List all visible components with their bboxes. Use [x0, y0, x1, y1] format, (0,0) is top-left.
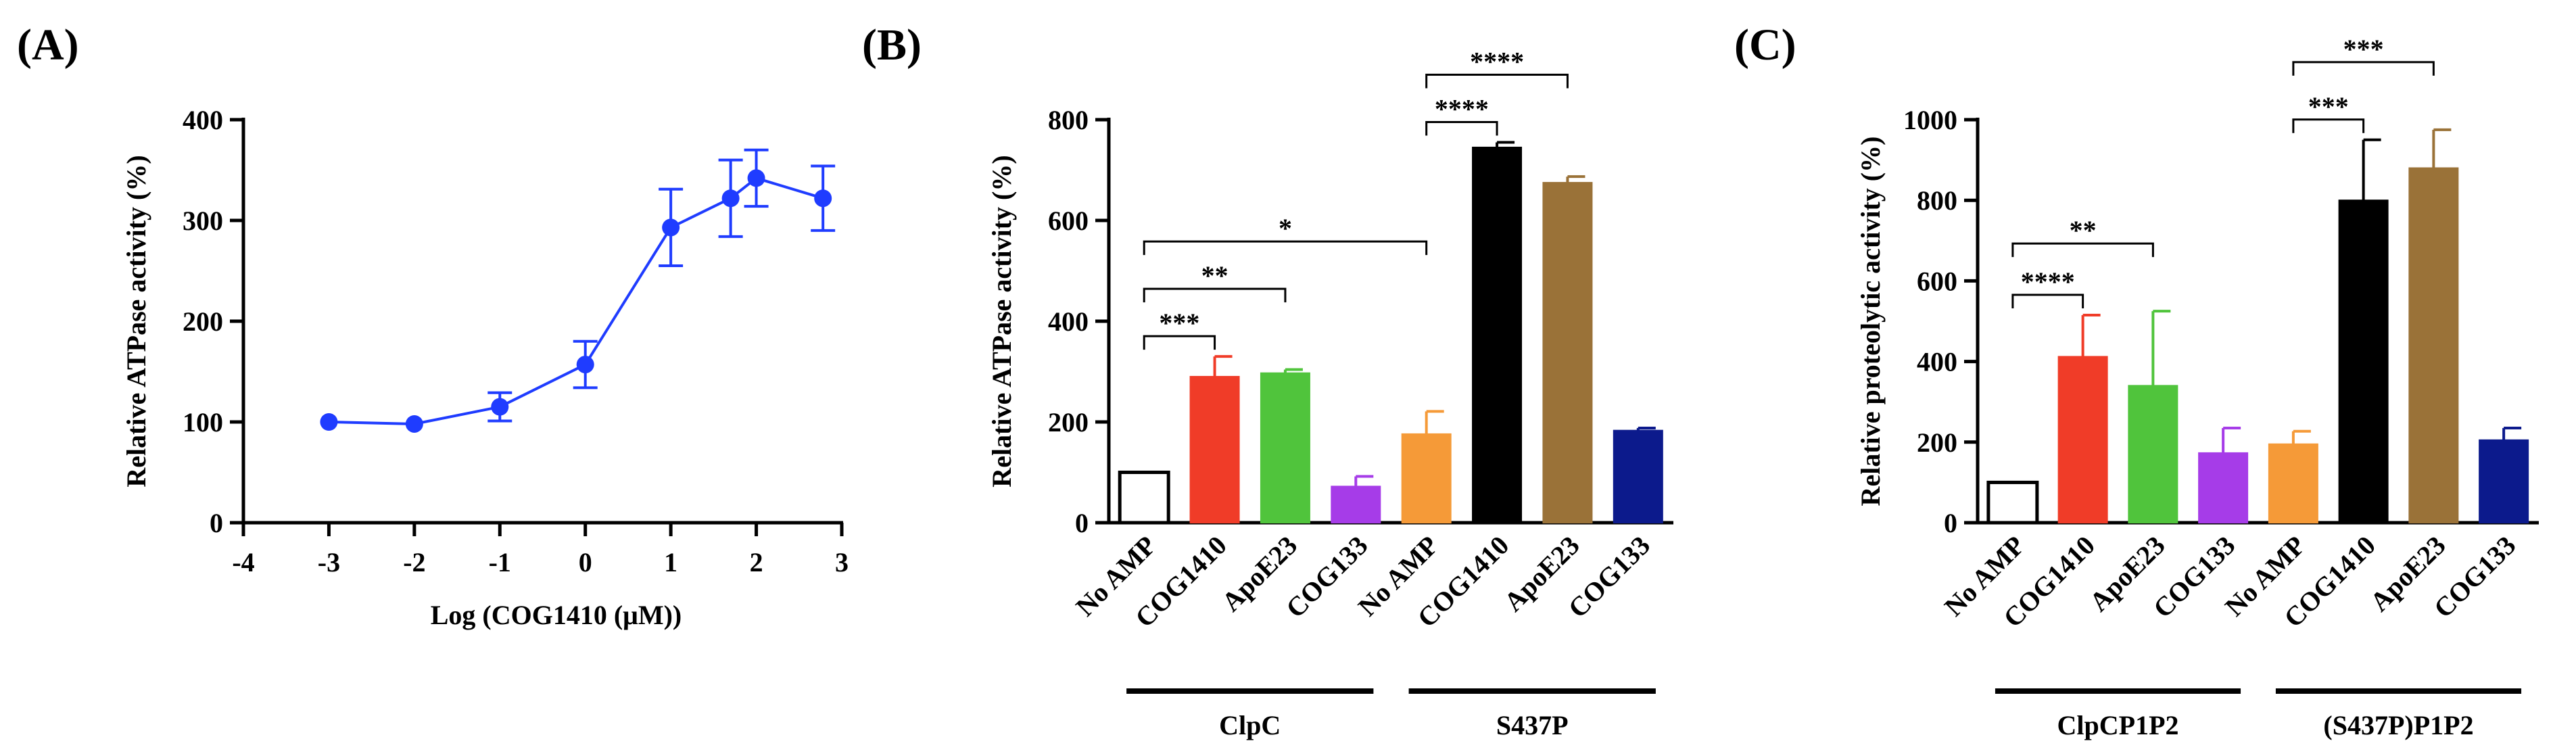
panel-a: (A) 0 100 200 300 400 Relative ATPase activity… [17, 20, 849, 630]
y-tick-label: 200 [1917, 427, 1957, 458]
data-point [405, 415, 423, 433]
group-label: (S437P)P1P2 [2323, 710, 2473, 740]
panel-c: (C) 0 200 400 600 800 1000 Relative proteolytic… [1734, 20, 2539, 740]
data-point [491, 398, 509, 416]
y-axis-title: Relative proteolytic activity (%) [1855, 137, 1886, 506]
x-tick-label: 1 [664, 547, 677, 577]
bar [1189, 375, 1240, 524]
y-tick-label: 0 [1944, 508, 1957, 538]
significance-bracket [1143, 335, 1216, 350]
y-tick-label: 1000 [1903, 105, 1957, 135]
x-tick-label: -1 [489, 547, 511, 577]
x-tick-label: 2 [750, 547, 763, 577]
group-label: S437P [1496, 710, 1569, 740]
significance-bracket [1425, 74, 1569, 89]
x-tick-label: -3 [318, 547, 340, 577]
significance-bracket [1143, 287, 1287, 303]
significance-label: ** [2070, 215, 2097, 245]
y-axis-title: Relative ATPase activity (%) [121, 155, 151, 487]
bar [2338, 199, 2389, 523]
y-tick-label: 400 [183, 105, 223, 135]
bar [2268, 443, 2318, 524]
y-tick-label: 800 [1048, 105, 1089, 135]
data-point [662, 218, 680, 237]
panel-b: (B) 0 200 400 600 800 Relative ATPase activity… [862, 20, 1673, 740]
y-tick-label: 200 [183, 306, 223, 337]
significance-bracket [2011, 293, 2084, 309]
bar [1542, 182, 1593, 523]
bar [1613, 429, 1663, 523]
bar [2479, 439, 2529, 524]
y-axis-title: Relative ATPase activity (%) [986, 155, 1017, 487]
data-point [747, 169, 765, 187]
significance-label: **** [2021, 266, 2075, 297]
bar [1401, 433, 1452, 523]
data-point [814, 189, 832, 208]
significance-label: * [1279, 213, 1292, 243]
data-point [721, 189, 740, 208]
bar [2198, 452, 2249, 524]
x-tick-label: 0 [579, 547, 592, 577]
significance-bracket [2011, 242, 2154, 258]
y-tick-label: 0 [210, 508, 223, 538]
panel-label: (A) [17, 20, 79, 70]
y-tick-label: 600 [1048, 206, 1089, 236]
y-tick-label: 0 [1075, 508, 1089, 538]
y-tick-label: 400 [1917, 347, 1957, 377]
significance-label: *** [2308, 91, 2349, 122]
group-label: ClpCP1P2 [2057, 710, 2179, 740]
bar [1118, 471, 1170, 525]
significance-label: **** [1435, 94, 1489, 124]
y-tick-label: 600 [1917, 266, 1957, 296]
bar [2057, 356, 2108, 523]
significance-bracket [1425, 121, 1498, 136]
y-tick-label: 200 [1048, 407, 1089, 438]
bar [1260, 372, 1310, 523]
bar [1472, 146, 1523, 524]
data-point [576, 356, 594, 374]
significance-bracket [1143, 240, 1428, 256]
significance-bracket [2292, 61, 2435, 76]
bar [1331, 486, 1381, 523]
significance-label: **** [1470, 47, 1524, 77]
panel-label: (C) [1734, 20, 1796, 70]
significance-label: *** [1159, 308, 1199, 338]
x-tick-label: 3 [835, 547, 849, 577]
bar [2128, 385, 2178, 523]
data-point [320, 413, 338, 431]
x-tick-label: -2 [403, 547, 425, 577]
y-tick-label: 300 [183, 206, 223, 236]
panel-label: (B) [862, 20, 922, 70]
bar [1986, 480, 2039, 525]
bar [2408, 167, 2459, 523]
group-label: ClpC [1219, 710, 1281, 740]
x-axis-title: Log (COG1410 (μM)) [431, 600, 682, 630]
significance-bracket [2292, 118, 2365, 133]
y-tick-label: 800 [1917, 185, 1957, 216]
significance-label: *** [2343, 34, 2384, 64]
x-tick-label: -4 [232, 547, 254, 577]
y-tick-label: 400 [1048, 306, 1089, 337]
y-tick-label: 100 [183, 407, 223, 438]
significance-label: ** [1201, 260, 1229, 291]
